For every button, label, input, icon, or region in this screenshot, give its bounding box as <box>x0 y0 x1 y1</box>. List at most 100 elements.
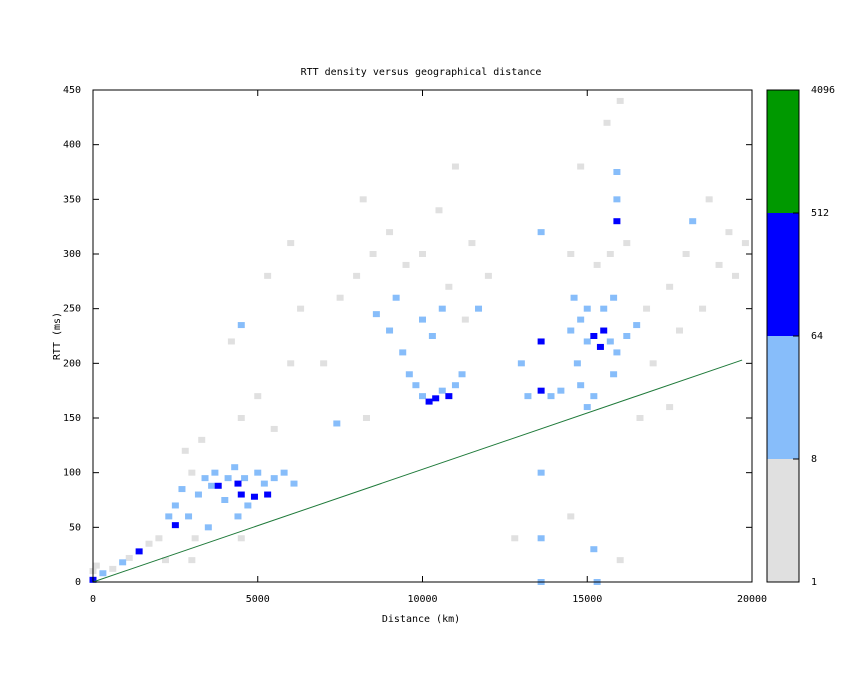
chart-title: RTT density versus geographical distance <box>301 67 542 78</box>
colorbar-band <box>767 90 799 213</box>
density-cell <box>613 218 621 225</box>
density-cell <box>666 404 674 411</box>
density-cell <box>451 382 459 389</box>
density-cell <box>333 420 341 427</box>
density-cell <box>320 360 328 367</box>
density-cell <box>211 469 219 476</box>
density-cell <box>234 513 242 520</box>
density-cell <box>369 251 377 257</box>
density-cell <box>419 251 426 257</box>
density-cell <box>590 393 598 400</box>
colorbar-tick-label: 64 <box>811 331 823 342</box>
density-cell <box>511 535 519 542</box>
density-cell <box>438 305 446 312</box>
density-cell <box>386 229 394 236</box>
density-cell <box>484 272 492 279</box>
density-cell <box>567 327 575 334</box>
density-cell <box>557 387 565 394</box>
density-cell <box>435 207 443 214</box>
density-cell <box>623 240 631 247</box>
density-cell <box>178 486 186 493</box>
y-tick-label: 100 <box>63 468 81 479</box>
density-cell <box>191 535 199 542</box>
density-cell <box>237 415 245 421</box>
density-cell <box>537 229 545 236</box>
x-tick-label: 10000 <box>407 594 437 605</box>
density-cell <box>297 305 305 312</box>
density-cell <box>666 283 674 290</box>
density-cell <box>583 338 591 345</box>
density-cell <box>155 535 163 542</box>
density-cell <box>676 327 684 334</box>
density-cell <box>254 393 262 400</box>
density-cell <box>537 387 545 394</box>
density-cell <box>590 546 598 553</box>
density-cell <box>362 415 370 421</box>
density-cell <box>547 393 555 400</box>
density-cell <box>445 283 453 290</box>
density-cell <box>600 327 608 334</box>
y-tick-label: 450 <box>63 85 81 96</box>
colorbar-tick-label: 512 <box>811 208 829 219</box>
density-cell <box>264 491 272 498</box>
density-cell <box>386 327 394 334</box>
density-cell <box>741 240 749 247</box>
colorbar-band <box>767 213 799 336</box>
density-cell <box>468 240 476 247</box>
density-cell <box>201 475 209 482</box>
density-cell <box>636 415 644 421</box>
density-cell <box>451 163 459 170</box>
density-cell <box>99 570 107 577</box>
density-cell <box>231 464 239 471</box>
density-cell <box>606 338 614 345</box>
density-cell <box>425 398 433 405</box>
density-cell <box>208 482 216 489</box>
density-cell <box>260 480 268 487</box>
density-cell <box>616 97 624 104</box>
density-cell <box>125 554 133 561</box>
density-cell <box>715 261 723 268</box>
colorbar-tick-label: 4096 <box>811 85 835 96</box>
density-cell <box>227 338 235 345</box>
density-cell <box>570 294 578 301</box>
density-cell <box>171 502 179 509</box>
density-cell <box>336 294 344 301</box>
density-cell <box>567 251 575 257</box>
y-axis-label: RTT (ms) <box>52 312 63 360</box>
density-cell <box>250 493 258 500</box>
density-cell <box>165 513 173 520</box>
density-cell <box>583 404 591 411</box>
y-tick-label: 50 <box>69 522 81 533</box>
density-cell <box>689 218 697 225</box>
density-cell <box>613 349 621 356</box>
density-cell <box>194 491 202 498</box>
density-cell <box>372 311 380 318</box>
density-cell <box>237 322 245 329</box>
density-cell <box>583 305 591 312</box>
density-cell <box>445 393 453 400</box>
y-tick-label: 0 <box>75 577 81 588</box>
density-cell <box>270 475 278 482</box>
density-cell <box>109 565 117 572</box>
density-cell <box>92 562 100 569</box>
density-cell <box>649 360 657 367</box>
density-cell <box>577 163 585 170</box>
density-cell <box>290 480 298 487</box>
colorbar-tick-label: 1 <box>811 577 817 588</box>
density-cell <box>254 469 262 476</box>
density-cell <box>161 557 169 564</box>
density-cell <box>188 469 196 476</box>
density-cell <box>537 469 545 476</box>
colorbar-band <box>767 459 799 582</box>
density-cell <box>188 557 196 564</box>
x-axis-label: Distance (km) <box>382 614 460 625</box>
density-cell <box>287 360 295 367</box>
density-cell <box>353 272 361 279</box>
y-tick-label: 200 <box>63 358 81 369</box>
density-cell <box>405 371 413 378</box>
density-cell <box>392 294 400 301</box>
density-cell <box>577 316 585 323</box>
density-cell <box>475 305 483 312</box>
density-cell <box>610 294 618 301</box>
density-cell <box>613 169 621 175</box>
